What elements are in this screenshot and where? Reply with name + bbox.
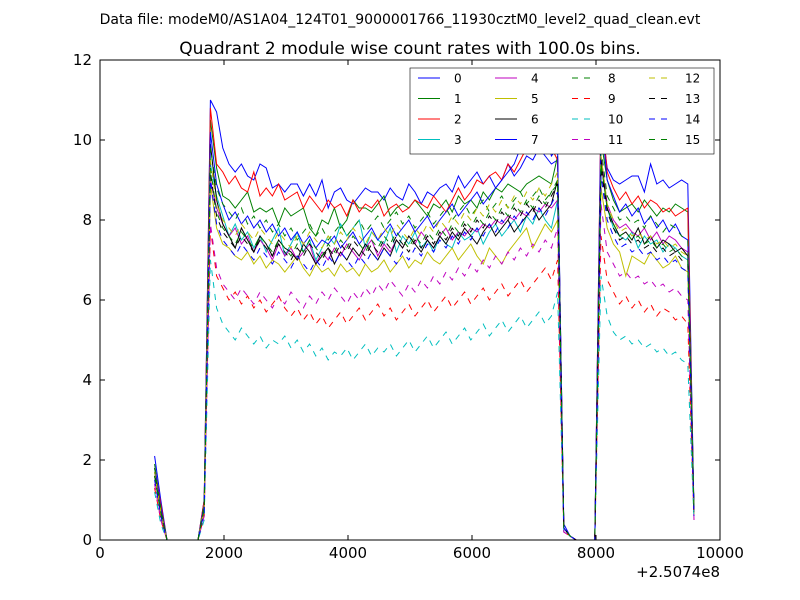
y-tick-label: 10 bbox=[73, 131, 92, 149]
series-line-9 bbox=[154, 227, 695, 540]
series-line-15 bbox=[154, 163, 695, 540]
y-tick-label: 2 bbox=[82, 451, 92, 469]
legend-label-3: 3 bbox=[454, 133, 462, 147]
x-axis: 0 2000 4000 6000 8000 10000 bbox=[95, 60, 744, 562]
legend-label-2: 2 bbox=[454, 113, 462, 127]
series-line-8 bbox=[154, 147, 695, 540]
series-line-13 bbox=[154, 167, 695, 540]
legend-label-4: 4 bbox=[531, 72, 539, 86]
legend-label-0: 0 bbox=[454, 72, 462, 86]
legend-label-5: 5 bbox=[531, 92, 539, 106]
figure-suptitle: Data file: modeM0/AS1A04_124T01_90000017… bbox=[100, 12, 701, 28]
series-line-6 bbox=[154, 143, 695, 540]
series-line-5 bbox=[154, 183, 695, 540]
x-tick-label: 4000 bbox=[329, 544, 367, 562]
x-tick-label: 0 bbox=[95, 544, 105, 562]
legend-label-13: 13 bbox=[685, 92, 700, 106]
series-line-1 bbox=[154, 119, 695, 540]
x-tick-label: 2000 bbox=[205, 544, 243, 562]
legend-label-11: 11 bbox=[608, 133, 623, 147]
x-tick-label: 10000 bbox=[696, 544, 744, 562]
series-line-12 bbox=[154, 155, 695, 540]
legend-label-9: 9 bbox=[608, 92, 616, 106]
legend-label-6: 6 bbox=[531, 113, 539, 127]
legend-label-12: 12 bbox=[685, 72, 700, 86]
y-tick-label: 8 bbox=[82, 211, 92, 229]
series-line-11 bbox=[154, 203, 695, 540]
y-tick-label: 12 bbox=[73, 51, 92, 69]
y-tick-label: 0 bbox=[82, 531, 92, 549]
series-line-14 bbox=[154, 175, 695, 540]
x-offset-label: +2.5074e8 bbox=[636, 563, 720, 581]
legend-label-15: 15 bbox=[685, 133, 700, 147]
legend-label-7: 7 bbox=[531, 133, 539, 147]
legend-label-8: 8 bbox=[608, 72, 616, 86]
series-line-10 bbox=[154, 259, 695, 540]
legend-label-1: 1 bbox=[454, 92, 462, 106]
y-tick-label: 6 bbox=[82, 291, 92, 309]
y-tick-label: 4 bbox=[82, 371, 92, 389]
legend-label-10: 10 bbox=[608, 113, 623, 127]
legend-label-14: 14 bbox=[685, 113, 700, 127]
chart-title: Quadrant 2 module wise count rates with … bbox=[179, 39, 640, 59]
x-tick-label: 6000 bbox=[453, 544, 491, 562]
x-tick-label: 8000 bbox=[577, 544, 615, 562]
